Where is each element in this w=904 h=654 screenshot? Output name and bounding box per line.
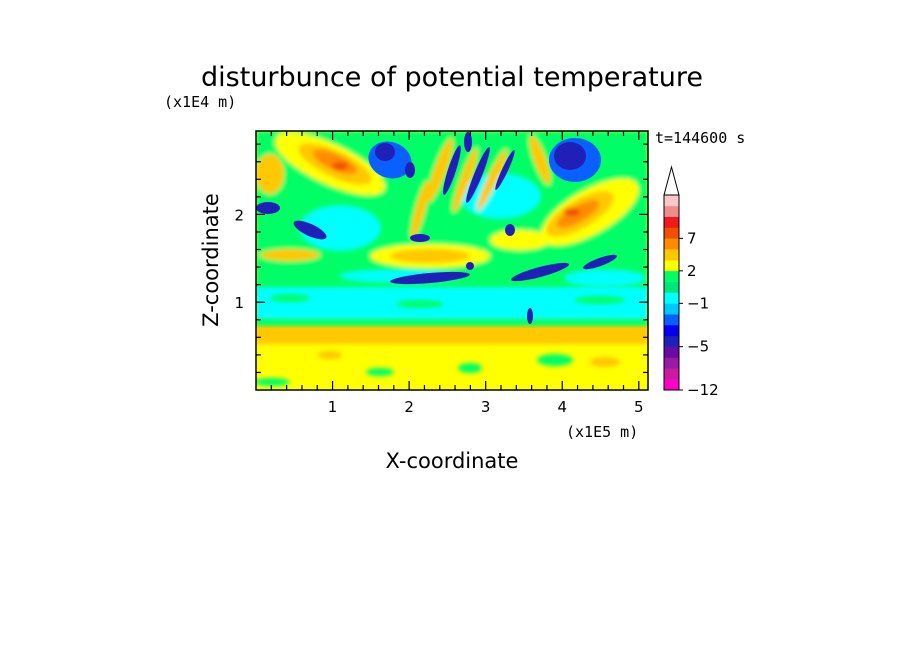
plot-frame bbox=[255, 130, 649, 391]
patch-green-mid-1 bbox=[270, 294, 310, 302]
colorbar-label: 2 bbox=[687, 262, 697, 280]
colorbar-label: 7 bbox=[687, 229, 697, 247]
patch-green-low-1 bbox=[256, 378, 290, 386]
colorbar-swatch bbox=[664, 379, 679, 391]
blue-spot-2 bbox=[527, 308, 533, 324]
blue-patch-3 bbox=[256, 202, 280, 214]
time-label: t=144600 s bbox=[655, 129, 745, 147]
x-axis-label: X-coordinate bbox=[386, 449, 519, 473]
upper-orange-5 bbox=[260, 249, 320, 261]
blue-streak-4 bbox=[464, 132, 472, 152]
blue-streak-5 bbox=[410, 234, 430, 242]
patch-green-mid-3 bbox=[574, 296, 626, 304]
blue-spot-1 bbox=[466, 262, 474, 270]
patch-orange-1 bbox=[270, 326, 330, 342]
x-axis: 1 2 3 4 5 bbox=[270, 131, 644, 416]
x-tick-label: 5 bbox=[634, 398, 644, 416]
upper-yellow-4 bbox=[490, 230, 550, 250]
y-axis: 12 bbox=[234, 143, 648, 374]
blue-streak-2 bbox=[466, 147, 490, 203]
colorbar-swatch bbox=[664, 260, 679, 272]
colorbar-label: −5 bbox=[687, 338, 709, 356]
colorbar-label: −12 bbox=[687, 381, 719, 399]
colorbar-swatch bbox=[664, 227, 679, 239]
y-tick-label: 1 bbox=[234, 294, 244, 312]
x-tick-label: 1 bbox=[328, 398, 338, 416]
patch-orange-low-2 bbox=[318, 351, 342, 359]
blue-patch-4 bbox=[293, 220, 327, 240]
colorbar-swatch bbox=[664, 346, 679, 358]
colorbar-swatch bbox=[664, 281, 679, 293]
x-tick-label: 3 bbox=[481, 398, 491, 416]
colorbar-swatch bbox=[664, 325, 679, 337]
colorbar-swatch bbox=[664, 205, 679, 217]
colorbar-swatch bbox=[664, 292, 679, 304]
colorbar-swatch bbox=[664, 238, 679, 250]
x-tick-label: 2 bbox=[404, 398, 414, 416]
patch-green-low-3 bbox=[458, 363, 482, 373]
blue-patch-5 bbox=[390, 271, 470, 285]
upper-orange-3 bbox=[390, 249, 470, 263]
patch-orange-low-1 bbox=[590, 357, 620, 367]
colorbar-swatch bbox=[664, 314, 679, 326]
colorbar-swatch bbox=[664, 195, 679, 207]
wave-streak-2 bbox=[452, 148, 478, 212]
colorbar: 7 2 −1 −5 −12 bbox=[663, 165, 719, 399]
y-tick-label: 2 bbox=[234, 206, 244, 224]
contour-field bbox=[256, 131, 648, 390]
colorbar-swatch bbox=[664, 249, 679, 261]
colorbar-swatch bbox=[664, 303, 679, 315]
colorbar-extend-arrow bbox=[663, 165, 680, 196]
blue-streak-6 bbox=[505, 224, 515, 236]
y-axis-label: Z-coordinate bbox=[199, 193, 223, 327]
colorbar-swatch bbox=[664, 216, 679, 228]
patch-green-low-4 bbox=[537, 354, 573, 366]
x-scale-label: (x1E5 m) bbox=[566, 423, 638, 441]
x-tick-label: 4 bbox=[557, 398, 567, 416]
patch-orange-2 bbox=[430, 323, 510, 337]
blue-spot-3 bbox=[405, 162, 415, 178]
wave-streak-3 bbox=[476, 149, 508, 211]
colorbar-swatch bbox=[664, 368, 679, 380]
blue-patch-7 bbox=[583, 254, 617, 270]
chart-title: disturbunce of potential temperature bbox=[201, 62, 703, 93]
upper-cyan-3 bbox=[565, 270, 645, 286]
wave-streak-1 bbox=[427, 137, 453, 203]
blue-patch-1-core bbox=[375, 143, 395, 161]
wave-streak-4 bbox=[410, 180, 430, 240]
colorbar-swatch bbox=[664, 270, 679, 282]
patch-green-low-2 bbox=[366, 368, 394, 376]
blue-patch-6 bbox=[510, 262, 570, 282]
upper-red-2 bbox=[564, 208, 580, 216]
patch-green-mid-2 bbox=[396, 300, 444, 308]
colorbar-label: −1 bbox=[687, 294, 709, 312]
y-scale-label: (x1E4 m) bbox=[164, 93, 236, 111]
blue-streak-3 bbox=[495, 150, 515, 190]
band-green bbox=[256, 316, 648, 326]
colorbar-frame bbox=[663, 194, 680, 391]
blue-streak-1 bbox=[443, 145, 461, 195]
wave-streak-5 bbox=[529, 135, 551, 185]
blue-patch-2-core bbox=[554, 142, 586, 170]
upper-orange-4 bbox=[256, 154, 284, 194]
colorbar-swatch bbox=[664, 357, 679, 369]
upper-red-1 bbox=[332, 162, 348, 170]
colorbar-swatch bbox=[664, 335, 679, 347]
